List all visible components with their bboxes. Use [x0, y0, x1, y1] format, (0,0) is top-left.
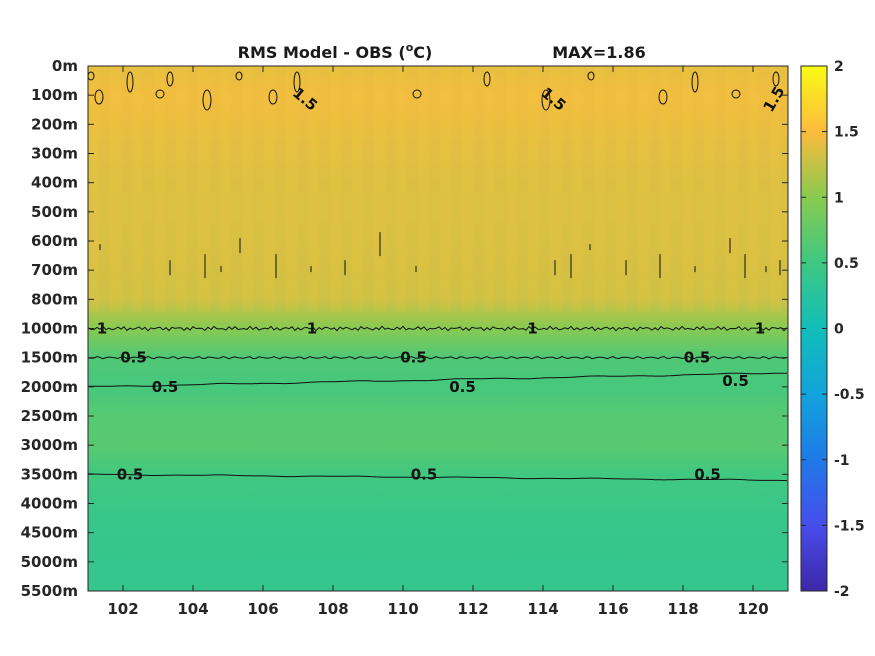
x-tick-label: 120 — [737, 600, 768, 618]
y-tick-label: 3500m — [21, 465, 78, 483]
contour-label: 1 — [755, 320, 765, 338]
contour-loop — [772, 71, 780, 87]
y-axis: 0m 100m 200m 300m 400m 500m 600m 700m 800m 1000m 1… — [21, 57, 788, 600]
contour-loop — [412, 89, 422, 99]
y-tick-label: 100m — [31, 86, 78, 104]
surface-streaks — [88, 66, 788, 312]
y-tick-label: 0m — [52, 57, 78, 75]
colorbar: 2 1.5 1 0.5 0 -0.5 -1 -1.5 -2 — [800, 59, 865, 600]
x-tick-label: 116 — [597, 600, 628, 618]
contour-label: 0.5 — [152, 378, 179, 396]
chart-title: RMS Model - OBS (oC) — [238, 41, 433, 62]
contour-loop — [126, 71, 134, 93]
contour-loop — [691, 71, 699, 93]
contour-lines — [87, 71, 788, 482]
x-tick-label: 104 — [177, 600, 208, 618]
colorbar-tick-label: -1.5 — [834, 518, 865, 534]
x-tick-label: 114 — [527, 600, 558, 618]
colorbar-tick-label: -2 — [834, 584, 850, 600]
contour-label: 0.5 — [120, 349, 147, 367]
colorbar-tick-label: 2 — [834, 59, 844, 75]
x-tick-label: 102 — [107, 600, 138, 618]
contour-line — [87, 355, 788, 360]
contour-loop — [293, 71, 301, 93]
contour-label: 1 — [97, 320, 107, 338]
y-tick-label: 2000m — [21, 378, 78, 396]
colorbar-ticks: 2 1.5 1 0.5 0 -0.5 -1 -1.5 -2 — [801, 59, 865, 600]
colorbar-tick-label: 1 — [834, 190, 844, 206]
x-tick-label: 118 — [667, 600, 698, 618]
x-axis: 102 104 106 108 110 112 114 116 118 120 — [107, 66, 769, 618]
y-tick-label: 400m — [31, 174, 78, 192]
colorbar-tick-label: -1 — [834, 453, 850, 469]
contour-line — [88, 372, 787, 387]
y-tick-label: 700m — [31, 261, 78, 279]
colorbar-tick-label: 1.5 — [834, 125, 859, 141]
x-tick-label: 110 — [387, 600, 418, 618]
y-tick-label: 1500m — [21, 349, 78, 367]
colorbar-tick-label: -0.5 — [834, 387, 865, 403]
y-tick-label: 2500m — [21, 407, 78, 425]
contour-loop — [658, 89, 668, 105]
x-tick-label: 108 — [317, 600, 348, 618]
contour-loop — [587, 71, 595, 81]
contour-loop — [155, 89, 165, 99]
contour-label: 1 — [307, 320, 317, 338]
x-tick-label: 112 — [457, 600, 488, 618]
y-tick-label: 3000m — [21, 436, 78, 454]
x-tick-label: 106 — [247, 600, 278, 618]
y-tick-label: 600m — [31, 232, 78, 250]
y-tick-label: 1000m — [21, 320, 78, 338]
contour-loop — [268, 89, 278, 105]
contour-loop — [94, 89, 104, 105]
contour-label: 1 — [527, 320, 537, 338]
y-tick-label: 5500m — [21, 582, 78, 600]
y-tick-label: 300m — [31, 145, 78, 163]
contour-loop — [483, 71, 491, 87]
contour-label: 0.5 — [117, 465, 144, 483]
contour-line — [87, 473, 788, 482]
contour-label: 0.5 — [722, 372, 749, 390]
y-tick-label: 500m — [31, 203, 78, 221]
max-label: MAX=1.86 — [552, 43, 646, 62]
colorbar-tick-label: 0 — [834, 322, 844, 338]
y-tick-label: 200m — [31, 115, 78, 133]
contour-label: 0.5 — [694, 465, 721, 483]
contour-label: 0.5 — [411, 465, 438, 483]
plot-area: 1.5 1.5 1.51 1 1 10.5 0.5 0.50.5 0.5 0.50.5 0.5 0.5 — [87, 65, 789, 592]
y-tick-label: 4000m — [21, 495, 78, 513]
contour-label: 0.5 — [449, 378, 476, 396]
contour-label: 0.5 — [684, 349, 711, 367]
contour-loop — [202, 89, 212, 111]
contour-label: 0.5 — [400, 349, 427, 367]
contour-loop — [541, 89, 551, 111]
contour-loop — [731, 89, 741, 99]
y-tick-label: 800m — [31, 290, 78, 308]
colorbar-tick-label: 0.5 — [834, 256, 859, 272]
y-tick-label: 5000m — [21, 553, 78, 571]
y-tick-label: 4500m — [21, 524, 78, 542]
contour-loop — [166, 71, 174, 87]
contour-loop — [235, 71, 243, 81]
contour-line — [87, 325, 788, 332]
